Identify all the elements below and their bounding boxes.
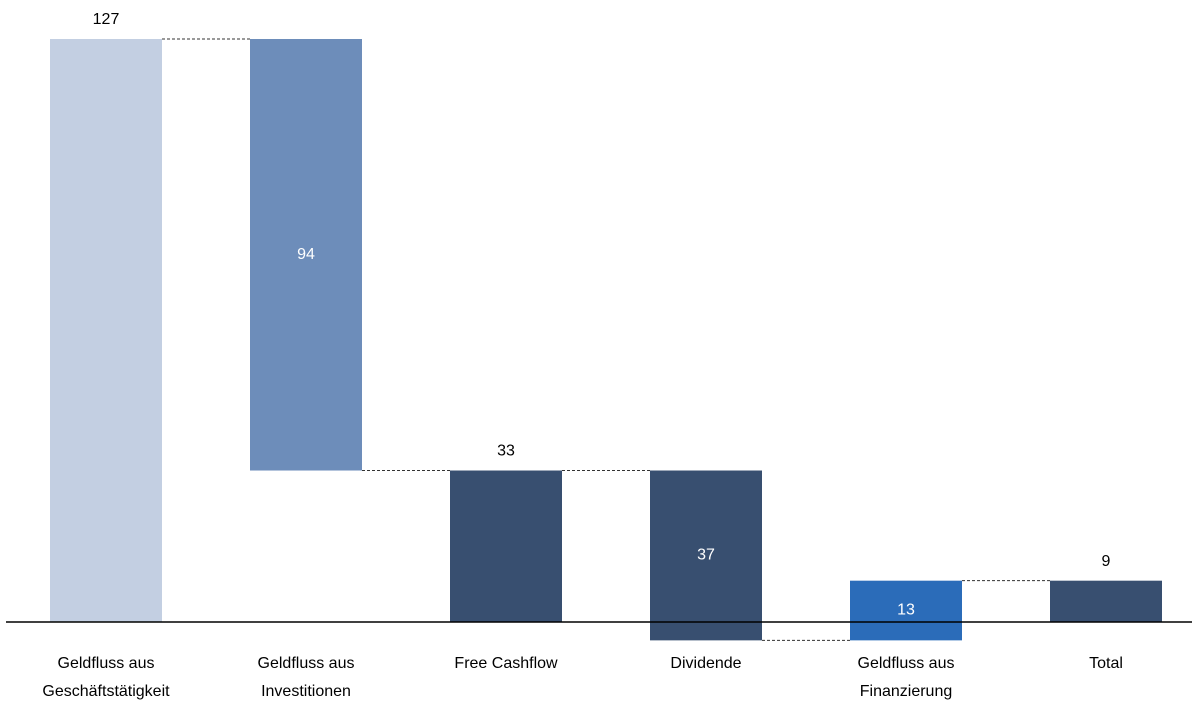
x-tick-label: Total xyxy=(1089,655,1123,672)
bar xyxy=(1050,580,1162,622)
bar xyxy=(450,470,562,622)
bar xyxy=(250,39,362,471)
value-label: 9 xyxy=(1102,553,1111,570)
value-label: 33 xyxy=(497,443,515,460)
bar xyxy=(650,470,762,641)
x-tick-label: Geldfluss aus xyxy=(58,655,155,672)
value-label: 94 xyxy=(297,246,315,263)
value-label: 127 xyxy=(93,11,120,28)
x-tick-label: Investitionen xyxy=(261,683,351,700)
x-tick-label: Free Cashflow xyxy=(454,655,558,672)
x-tick-label: Dividende xyxy=(670,655,741,672)
x-tick-label: Geldfluss aus xyxy=(258,655,355,672)
bar xyxy=(850,580,962,641)
value-label: 37 xyxy=(697,547,715,564)
x-tick-label: Finanzierung xyxy=(860,683,953,700)
value-label: 13 xyxy=(897,602,915,619)
bar xyxy=(50,39,162,622)
x-tick-label: Geldfluss aus xyxy=(858,655,955,672)
x-tick-label: Geschäftstätigkeit xyxy=(42,683,170,700)
